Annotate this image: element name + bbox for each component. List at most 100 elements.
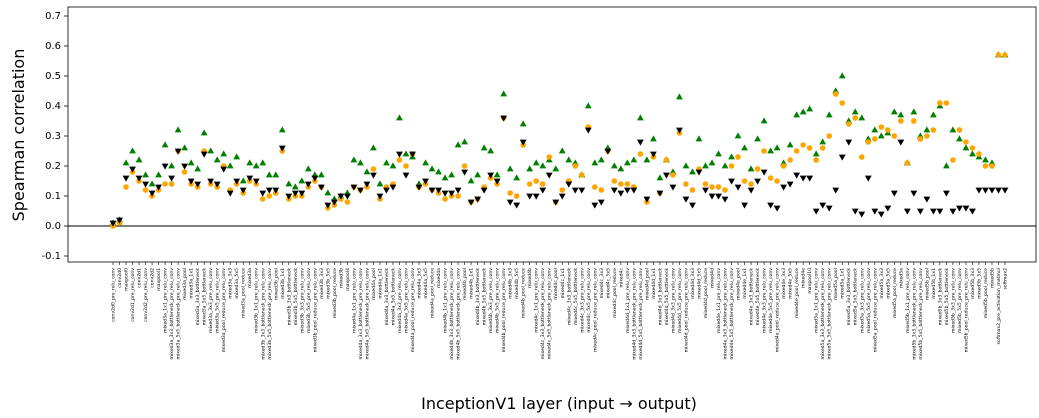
point	[324, 202, 332, 209]
point	[708, 159, 716, 166]
point	[571, 187, 579, 194]
point	[194, 181, 202, 188]
point	[943, 190, 950, 197]
point	[487, 147, 495, 154]
x-tick-label: maxpool4	[345, 268, 351, 291]
point	[734, 184, 742, 191]
x-tick-label: conv2d2_pre_relu_conv	[143, 268, 149, 322]
point	[304, 165, 312, 172]
point	[989, 163, 995, 169]
point	[871, 126, 879, 133]
point	[155, 184, 162, 191]
point	[565, 156, 573, 163]
x-tick-label: mixed3b_3x3_bottleneck	[286, 268, 292, 326]
point	[135, 156, 143, 163]
x-tick-label: mixed3b_3x3_bottleneck_pre_relu_conv	[260, 268, 266, 360]
point	[969, 150, 976, 157]
point	[403, 163, 409, 169]
x-tick-label: mixed3b	[338, 268, 344, 288]
point	[357, 159, 364, 166]
point	[370, 172, 377, 179]
x-tick-label: mixed3a_pool_reduce	[241, 268, 247, 318]
x-tick-label: mixed4a_3x3_pre_relu_conv	[397, 268, 403, 333]
point	[592, 184, 598, 190]
point	[474, 171, 482, 178]
point	[357, 187, 364, 194]
point	[435, 187, 442, 194]
point	[428, 165, 436, 172]
point	[963, 139, 969, 145]
point	[168, 162, 175, 169]
point	[330, 199, 338, 206]
point	[565, 181, 573, 188]
point	[995, 52, 1002, 58]
point	[123, 184, 129, 190]
point	[519, 139, 527, 146]
point	[623, 159, 631, 166]
point	[493, 178, 501, 185]
point	[598, 187, 605, 193]
point	[220, 166, 228, 173]
point	[213, 156, 221, 163]
point	[461, 169, 468, 176]
point	[754, 166, 761, 172]
point	[383, 187, 390, 194]
x-tick-label: mixed3b_3x3	[319, 268, 325, 299]
point	[924, 133, 930, 139]
point	[774, 178, 780, 184]
x-tick-label: mixed4e_pool	[736, 268, 742, 300]
x-tick-label: softmax2_pre_activation_matmul	[996, 268, 1002, 344]
point	[618, 181, 624, 187]
point	[858, 114, 866, 121]
point	[467, 199, 475, 206]
point	[683, 181, 689, 187]
point	[721, 196, 729, 203]
point	[995, 187, 1002, 194]
point	[715, 184, 722, 190]
x-tick-label: mixed3a_pool_reduce_pre_relu_conv	[221, 268, 227, 352]
point	[715, 193, 722, 200]
point	[741, 202, 748, 209]
point	[636, 139, 644, 146]
point	[630, 187, 638, 194]
point	[877, 132, 885, 139]
x-tick-label: mixed4c_5x5_pre_relu_conv	[586, 268, 592, 333]
x-tick-label: mixed5b_pool_reduce	[983, 268, 989, 318]
point	[793, 148, 800, 154]
point	[767, 147, 775, 154]
x-tick-label: mixed4c_5x5_bottleneck_pre_relu_conv	[547, 268, 553, 360]
point	[799, 108, 807, 115]
point	[545, 172, 553, 179]
x-tick-label: mixed4a_5x5_bottleneck	[390, 268, 396, 326]
point	[800, 142, 806, 148]
x-tick-label: mixed5b_1x1	[931, 268, 937, 299]
x-tick-label: mixed4c_3x3_bottleneck_pre_relu_conv	[540, 268, 546, 360]
point	[865, 139, 872, 145]
point	[422, 178, 429, 185]
x-tick-label: mixed4d_3x3	[690, 268, 696, 299]
point	[506, 199, 514, 206]
point	[904, 160, 911, 166]
x-tick-label: mixed4b_3x3_bottleneck_pre_relu_conv	[449, 268, 455, 360]
point	[448, 171, 455, 178]
point	[748, 181, 754, 187]
point	[480, 144, 488, 151]
point	[747, 165, 755, 172]
x-tick-label: conv2d1	[137, 268, 143, 288]
x-tick-label: mixed5a_5x5_bottleneck_pre_relu_conv	[827, 268, 833, 360]
point	[376, 193, 384, 200]
point	[604, 148, 612, 155]
point	[878, 124, 885, 130]
x-tick-label: mixed5b_pool_reduce_pre_relu_conv	[963, 268, 969, 353]
point	[370, 144, 377, 151]
point	[415, 184, 423, 191]
point	[552, 165, 560, 172]
x-tick-label: mixed3a_3x3	[228, 268, 234, 299]
x-tick-label: mixed4c_5x5_bottleneck	[573, 268, 579, 325]
x-tick-label: mixed3b_5x5	[325, 268, 331, 299]
point	[761, 148, 767, 154]
x-tick-label: mixed4d_3x3_pre_relu_conv	[670, 268, 676, 333]
point	[187, 178, 195, 185]
point	[767, 202, 775, 209]
point	[903, 208, 911, 215]
